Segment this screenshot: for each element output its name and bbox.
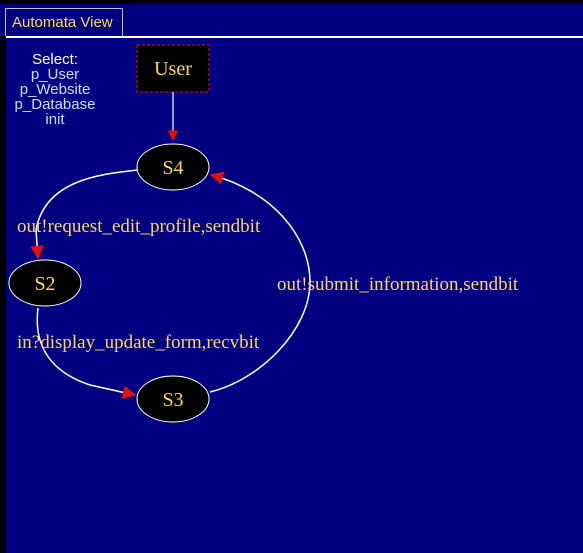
process-selector: Select: p_User p_Website p_Database init bbox=[0, 52, 110, 127]
state-s4-label: S4 bbox=[162, 157, 183, 179]
selector-option-p-website[interactable]: p_Website bbox=[19, 81, 91, 98]
state-s3[interactable]: S3 bbox=[136, 375, 210, 423]
automata-canvas bbox=[6, 38, 583, 553]
edge-s4-to-s2 bbox=[30, 169, 139, 260]
state-s3-label: S3 bbox=[162, 389, 183, 411]
state-s2-label: S2 bbox=[34, 273, 55, 295]
state-s2[interactable]: S2 bbox=[8, 259, 82, 307]
transition-label-s4-s2: out!request_edit_profile,sendbit bbox=[17, 216, 261, 237]
actor-label: User bbox=[154, 58, 192, 80]
tab-strip: Automata View bbox=[0, 4, 583, 38]
selector-option-p-user[interactable]: p_User bbox=[30, 66, 80, 83]
top-border bbox=[0, 0, 583, 4]
state-s4[interactable]: S4 bbox=[136, 143, 210, 191]
left-edge bbox=[0, 36, 6, 553]
transition-label-s3-s4: out!submit_information,sendbit bbox=[277, 274, 519, 295]
tab-automata-view[interactable]: Automata View bbox=[5, 8, 123, 38]
actor-node-user[interactable]: User bbox=[136, 44, 210, 93]
edge-s3-to-s4 bbox=[209, 171, 311, 393]
tab-divider bbox=[0, 36, 583, 38]
selector-option-p-database[interactable]: p_Database bbox=[14, 96, 96, 113]
transition-label-s2-s3: in?display_update_form,recvbit bbox=[17, 332, 260, 353]
selector-option-init[interactable]: init bbox=[45, 111, 65, 128]
edge-s2-to-s3 bbox=[36, 307, 137, 399]
selector-title: Select: bbox=[32, 51, 78, 68]
